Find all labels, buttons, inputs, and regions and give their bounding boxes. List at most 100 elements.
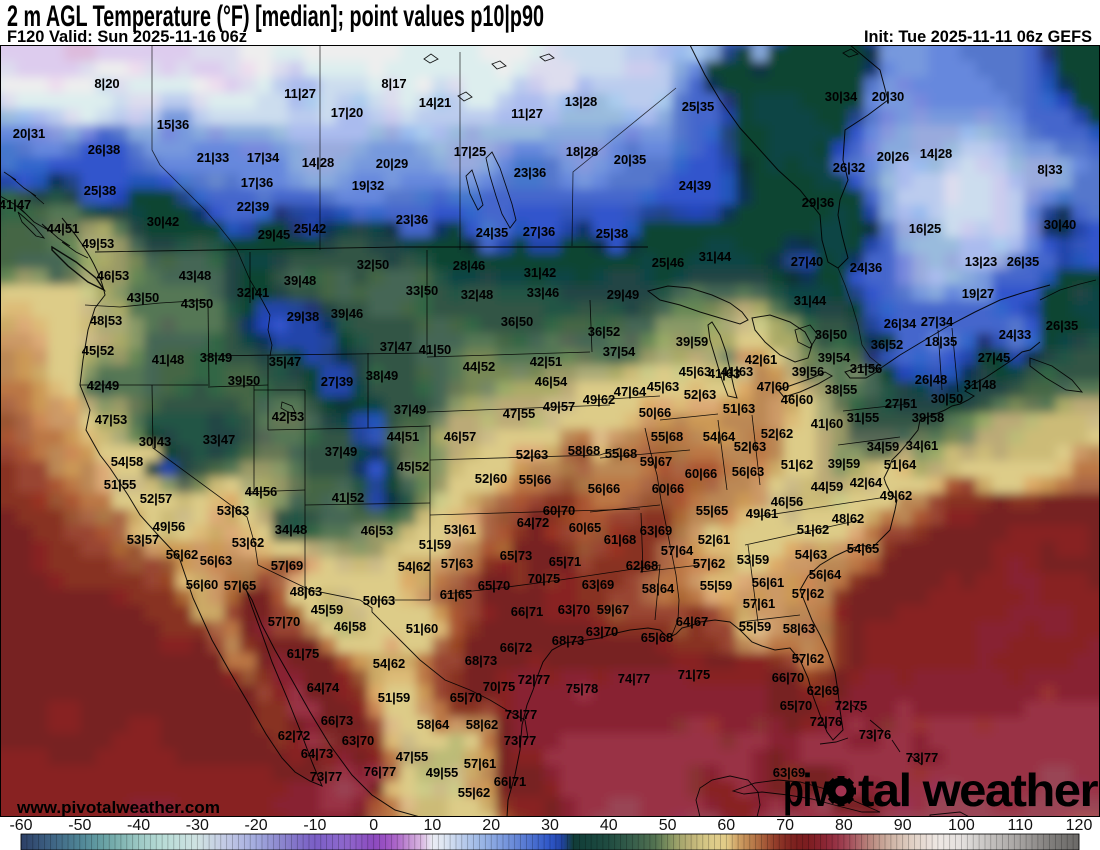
svg-text:64|74: 64|74 [307,680,340,695]
svg-text:72|75: 72|75 [835,698,868,713]
svg-text:29|36: 29|36 [802,195,835,210]
svg-text:20|35: 20|35 [614,152,647,167]
svg-text:piv: piv [783,764,830,816]
svg-text:65|70: 65|70 [780,698,813,713]
svg-text:33|46: 33|46 [527,285,560,300]
svg-text:57|62: 57|62 [693,556,726,571]
svg-text:68|73: 68|73 [552,633,585,648]
svg-text:41|47: 41|47 [0,197,31,212]
svg-text:55|59: 55|59 [739,619,772,634]
svg-text:18|28: 18|28 [566,144,599,159]
svg-text:54|65: 54|65 [847,541,880,556]
svg-text:39|46: 39|46 [331,306,364,321]
svg-text:66|71: 66|71 [494,774,527,789]
svg-text:19|27: 19|27 [962,286,995,301]
svg-text:28|46: 28|46 [453,258,486,273]
svg-text:57|61: 57|61 [743,596,776,611]
svg-text:48|53: 48|53 [90,313,123,328]
svg-text:39|48: 39|48 [284,273,317,288]
svg-text:31|48: 31|48 [964,377,997,392]
svg-text:24|33: 24|33 [999,327,1032,342]
svg-text:49|61: 49|61 [746,506,779,521]
svg-text:43|50: 43|50 [127,290,160,305]
svg-text:60: 60 [717,817,735,834]
svg-text:45|63: 45|63 [679,364,712,379]
svg-text:52|60: 52|60 [475,471,508,486]
svg-text:57|64: 57|64 [661,543,694,558]
svg-text:56|62: 56|62 [166,547,199,562]
svg-text:37|47: 37|47 [380,339,413,354]
svg-text:57|61: 57|61 [464,756,497,771]
svg-text:39|50: 39|50 [228,373,261,388]
svg-text:13|23: 13|23 [965,254,998,269]
svg-text:25|46: 25|46 [652,255,685,270]
svg-text:49|57: 49|57 [543,399,576,414]
svg-text:73|77: 73|77 [504,733,537,748]
svg-text:30|42: 30|42 [147,214,180,229]
svg-text:61|75: 61|75 [287,646,320,661]
svg-text:31|56: 31|56 [850,361,883,376]
svg-text:www.pivotalweather.com: www.pivotalweather.com [16,798,220,817]
svg-text:49|62: 49|62 [583,392,616,407]
svg-text:24|39: 24|39 [679,178,712,193]
svg-text:20|29: 20|29 [376,156,409,171]
svg-text:-60: -60 [9,817,32,834]
svg-text:22|39: 22|39 [237,199,270,214]
svg-text:45|63: 45|63 [647,379,680,394]
svg-text:39|56: 39|56 [792,364,825,379]
svg-text:51|62: 51|62 [797,522,830,537]
svg-text:56|61: 56|61 [752,575,785,590]
svg-text:73|76: 73|76 [859,727,892,742]
svg-text:62|68: 62|68 [626,558,659,573]
svg-text:100: 100 [948,817,975,834]
svg-text:11|27: 11|27 [284,86,316,101]
svg-text:37|54: 37|54 [603,344,636,359]
svg-text:57|62: 57|62 [792,651,825,666]
svg-text:52|57: 52|57 [140,491,173,506]
svg-text:27|40: 27|40 [791,254,824,269]
svg-text:44|59: 44|59 [811,479,844,494]
svg-text:56|64: 56|64 [809,567,842,582]
svg-text:38|49: 38|49 [366,368,399,383]
svg-text:73|77: 73|77 [906,750,939,765]
svg-text:64|67: 64|67 [676,614,709,629]
svg-text:-50: -50 [68,817,91,834]
svg-text:14|28: 14|28 [920,146,953,161]
svg-text:110: 110 [1007,817,1033,834]
svg-text:120: 120 [1066,817,1093,834]
svg-text:54|62: 54|62 [398,559,431,574]
svg-text:42|49: 42|49 [87,378,120,393]
svg-text:36|50: 36|50 [815,327,848,342]
svg-text:38|49: 38|49 [200,350,233,365]
svg-text:60|65: 60|65 [569,520,602,535]
svg-text:58|62: 58|62 [466,717,499,732]
svg-text:58|64: 58|64 [642,581,675,596]
svg-text:64|72: 64|72 [517,515,550,530]
svg-text:62|69: 62|69 [807,683,840,698]
svg-text:80: 80 [835,817,853,834]
svg-text:29|45: 29|45 [258,227,291,242]
svg-text:25|38: 25|38 [596,226,629,241]
svg-text:11|27: 11|27 [511,106,543,121]
svg-text:45|59: 45|59 [311,602,344,617]
svg-text:46|56: 46|56 [771,494,804,509]
svg-text:52|63: 52|63 [734,439,767,454]
svg-text:33|47: 33|47 [203,432,236,447]
svg-text:63|70: 63|70 [342,733,375,748]
svg-text:49|62: 49|62 [880,488,913,503]
svg-text:44|52: 44|52 [463,359,496,374]
svg-text:58|68: 58|68 [568,443,601,458]
svg-text:27|39: 27|39 [321,374,354,389]
svg-text:46|57: 46|57 [444,429,477,444]
svg-text:72|76: 72|76 [810,714,843,729]
svg-text:19|32: 19|32 [352,178,385,193]
svg-text:57|69: 57|69 [271,558,304,573]
svg-text:64|73: 64|73 [301,746,334,761]
svg-text:50: 50 [659,817,677,834]
svg-text:51|60: 51|60 [406,621,439,636]
svg-text:55|62: 55|62 [458,785,491,800]
svg-text:55|65: 55|65 [696,503,729,518]
svg-text:21|33: 21|33 [197,150,230,165]
svg-text:44|56: 44|56 [245,484,278,499]
svg-text:65|73: 65|73 [500,548,533,563]
